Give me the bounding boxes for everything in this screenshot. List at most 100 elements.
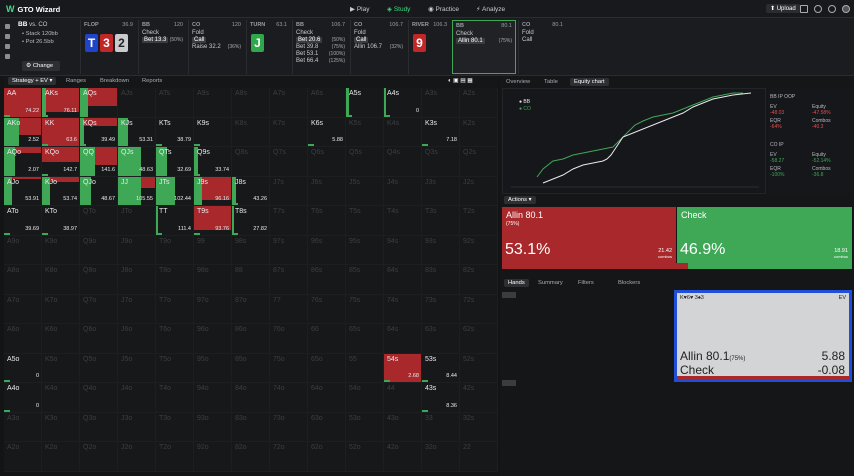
hand-cell[interactable]: K3o (42, 412, 80, 442)
hand-cell[interactable]: Q8s (232, 147, 270, 177)
hand-cell[interactable]: K8s (232, 117, 270, 147)
action-option[interactable]: Bet 66.4 (296, 58, 319, 64)
hand-cell[interactable]: 38.79 KTs (156, 117, 194, 147)
hand-cell[interactable]: A2o (4, 442, 42, 472)
street-bb-7[interactable]: BB 80.1 Check Allin 80.1 (75%) (452, 20, 516, 74)
street-co-5[interactable]: CO 106.7 Fold Call Allin 106.7 (32%) (350, 20, 406, 74)
hand-cell[interactable]: A6s (308, 88, 346, 118)
tab-blockers[interactable]: Blockers (618, 280, 641, 286)
hand-cell[interactable]: J5s (346, 176, 384, 206)
hand-cell[interactable]: T9o (156, 235, 194, 265)
hand-cell[interactable]: K8o (42, 265, 80, 295)
hand-cell[interactable]: 76o (270, 324, 308, 354)
hand-cell[interactable]: 85s (346, 265, 384, 295)
hand-cell[interactable]: J2o (118, 442, 156, 472)
hand-cell[interactable]: Q4s (384, 147, 422, 177)
hand-cell[interactable]: Q2o (80, 442, 118, 472)
hand-cell[interactable]: 88 (232, 265, 270, 295)
help-icon[interactable] (814, 5, 822, 13)
hand-cell[interactable]: 62o (308, 442, 346, 472)
hand-cell[interactable]: A2s (460, 88, 498, 118)
combo-detail-card[interactable]: K♥6♥ 3♠3 EV Allin 80.1(75%) 5.88 Check -… (674, 290, 852, 382)
hand-cell[interactable]: 82s (460, 265, 498, 295)
action-option[interactable]: Bet 39.8 (296, 44, 319, 50)
hand-cell[interactable]: 93s (422, 235, 460, 265)
hand-cell[interactable]: J7s (270, 176, 308, 206)
hand-cell[interactable]: J3s (422, 176, 460, 206)
hand-cell[interactable]: K7o (42, 294, 80, 324)
hand-chip[interactable] (502, 380, 516, 386)
hand-cell[interactable]: 97s (270, 235, 308, 265)
hand-cell[interactable]: Q8o (80, 265, 118, 295)
hand-cell[interactable]: 74s (384, 294, 422, 324)
action-option[interactable]: Fold (192, 30, 204, 36)
hand-cell[interactable]: 95s (346, 235, 384, 265)
hand-cell[interactable]: 53.74 KJo (42, 176, 80, 206)
hand-cell[interactable]: 63s (422, 324, 460, 354)
hand-cell[interactable]: 39.49 KQs (80, 117, 118, 147)
hand-cell[interactable]: Q2s (460, 147, 498, 177)
action-option[interactable]: Call (522, 37, 533, 43)
hand-cell[interactable]: 62s (460, 324, 498, 354)
hand-cell[interactable]: 72s (460, 294, 498, 324)
hand-cell[interactable]: K4o (42, 383, 80, 413)
hand-cell[interactable]: A3o (4, 412, 42, 442)
street-turn-3[interactable]: TURN 63.1 J (246, 20, 290, 74)
hand-cell[interactable]: 2.52 AKo (4, 117, 42, 147)
hand-cell[interactable]: 83o (232, 412, 270, 442)
hand-cell[interactable]: 99 (194, 235, 232, 265)
hand-cell[interactable]: 85o (232, 353, 270, 383)
hand-cell[interactable]: AJs (118, 88, 156, 118)
settings-icon[interactable] (828, 5, 836, 13)
action-option[interactable]: Call (192, 37, 207, 43)
hand-cell[interactable]: 96.16 J9s (194, 176, 232, 206)
hand-cell[interactable]: 82o (232, 442, 270, 472)
hand-chip[interactable] (502, 292, 516, 298)
hand-cell[interactable]: 94o (194, 383, 232, 413)
hand-cell[interactable]: Q5o (80, 353, 118, 383)
hand-cell[interactable]: 75s (346, 294, 384, 324)
hand-cell[interactable]: 2.68 54s (384, 353, 422, 383)
street-river-6[interactable]: RIVER 106.3 9 (408, 20, 450, 74)
hand-cell[interactable]: J7o (118, 294, 156, 324)
hand-cell[interactable]: A6o (4, 324, 42, 354)
hand-cell[interactable]: J9o (118, 235, 156, 265)
hand-cell[interactable]: A8s (232, 88, 270, 118)
hand-cell[interactable]: 111.4 TT (156, 206, 194, 236)
hand-cell[interactable]: T2s (460, 206, 498, 236)
hand-cell[interactable]: 53.31 KJs (118, 117, 156, 147)
tab-hands[interactable]: Hands (504, 279, 529, 287)
change-button[interactable]: ⚙ Change (22, 61, 60, 71)
hand-cell[interactable]: 65o (308, 353, 346, 383)
tab-filters[interactable]: Filters (578, 280, 594, 286)
dashboard-icon[interactable] (5, 24, 10, 29)
hand-cell[interactable]: T6o (156, 324, 194, 354)
hand-cell[interactable]: AQs (80, 88, 118, 118)
hand-cell[interactable]: 48.67 QJo (80, 176, 118, 206)
tab-reports[interactable]: Reports (142, 78, 163, 84)
hand-cell[interactable]: 141.6 QQ (80, 147, 118, 177)
nav-study[interactable]: ◈ Study (387, 6, 411, 13)
hand-cell[interactable]: T7s (270, 206, 308, 236)
logo[interactable]: W GTO Wizard (6, 4, 61, 14)
hand-cell[interactable]: 95o (194, 353, 232, 383)
avatar[interactable] (842, 5, 850, 13)
hand-cell[interactable]: J4o (118, 383, 156, 413)
action-option[interactable]: Bet 13.3 (142, 37, 169, 43)
hand-cell[interactable]: 33 (422, 412, 460, 442)
action-option[interactable]: Allin 106.7 (354, 44, 383, 50)
hand-cell[interactable]: K6o (42, 324, 80, 354)
hand-cell[interactable]: 43.26 J8s (232, 176, 270, 206)
hand-cell[interactable]: A7o (4, 294, 42, 324)
hand-cell[interactable]: A9s (194, 88, 232, 118)
hand-cell[interactable]: 22 (460, 442, 498, 472)
hand-cell[interactable]: K2s (460, 117, 498, 147)
hand-cell[interactable]: 93.76 T9s (194, 206, 232, 236)
hand-cell[interactable]: J5o (118, 353, 156, 383)
hand-cell[interactable]: J4s (384, 176, 422, 206)
hand-cell[interactable]: T4s (384, 206, 422, 236)
view-toggle-icons[interactable]: ◐ ▣ ▤ ▦ (448, 78, 473, 84)
hand-cell[interactable]: Q6s (308, 147, 346, 177)
hand-cell[interactable]: K7s (270, 117, 308, 147)
hand-cell[interactable]: K5o (42, 353, 80, 383)
